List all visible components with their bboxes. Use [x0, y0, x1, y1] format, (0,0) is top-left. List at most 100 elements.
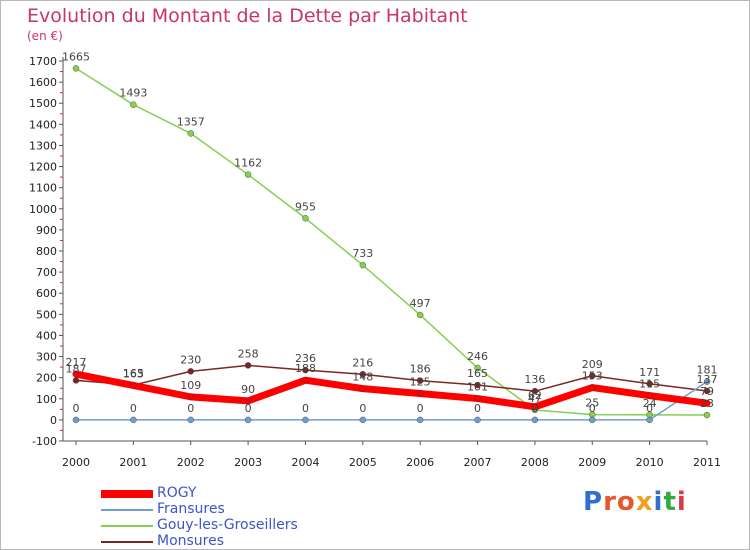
- chart-unit: (en €): [27, 29, 63, 43]
- data-label-monsures: 171: [639, 366, 660, 379]
- data-label-monsures: 165: [123, 367, 144, 380]
- series-line-gouy-les-groseillers: [75, 67, 708, 416]
- point-monsures: [359, 371, 367, 378]
- point-monsures: [703, 387, 711, 395]
- y-tick-label: -100: [32, 435, 57, 448]
- point-fransures: [703, 378, 711, 385]
- point-fransures: [359, 416, 367, 424]
- data-label-fransures: 0: [531, 402, 538, 415]
- point-rogy: [416, 390, 424, 397]
- x-tick-label: 2008: [521, 456, 549, 469]
- data-label-rogy: 163: [123, 367, 144, 380]
- data-label-monsures: 137: [697, 373, 718, 386]
- logo-letter: i: [653, 487, 664, 517]
- point-gouy-les-groseillers: [302, 215, 309, 222]
- point-gouy-les-groseillers: [416, 311, 424, 319]
- data-label-gouy-les-groseillers: 733: [352, 247, 373, 260]
- point-monsures: [416, 377, 424, 384]
- point-fransures: [130, 416, 137, 424]
- y-tick-label: 800: [36, 245, 57, 258]
- point-fransures: [244, 416, 252, 424]
- point-monsures: [244, 362, 252, 369]
- data-label-fransures: 0: [130, 402, 137, 415]
- data-label-monsures: 165: [467, 367, 488, 380]
- y-tick-label: 1700: [29, 55, 57, 68]
- chart-title: Evolution du Montant de la Dette par Hab…: [27, 5, 468, 27]
- data-label-gouy-les-groseillers: 1357: [177, 115, 205, 128]
- data-label-gouy-les-groseillers: 23: [700, 397, 714, 410]
- y-tick-label: 0: [50, 414, 57, 427]
- point-monsures: [474, 381, 481, 389]
- y-tick-label: 1600: [29, 76, 57, 89]
- x-tick-label: 2003: [234, 456, 262, 469]
- point-gouy-les-groseillers: [187, 130, 194, 137]
- point-gouy-les-groseillers: [244, 171, 252, 178]
- data-label-fransures: 0: [187, 402, 194, 415]
- data-label-rogy: 125: [410, 376, 431, 389]
- data-label-rogy: 90: [241, 383, 255, 396]
- data-label-rogy: 62: [528, 389, 542, 402]
- legend-label: Fransures: [157, 501, 225, 517]
- x-tick-label: 2007: [464, 456, 492, 469]
- logo-letter: t: [663, 487, 677, 517]
- data-label-monsures: 187: [66, 362, 87, 375]
- data-label-rogy: 79: [700, 385, 714, 398]
- y-tick-label: 900: [36, 224, 57, 237]
- data-label-fransures: 0: [359, 402, 366, 415]
- data-label-fransures: 0: [417, 402, 424, 415]
- y-tick-label: 500: [36, 308, 57, 321]
- y-tick-label: 600: [36, 287, 57, 300]
- y-tick-label: 1000: [29, 203, 57, 216]
- data-label-fransures: 0: [245, 402, 252, 415]
- point-rogy: [302, 377, 309, 384]
- data-label-gouy-les-groseillers: 25: [585, 397, 599, 410]
- data-label-gouy-les-groseillers: 47: [528, 392, 542, 405]
- data-label-monsures: 236: [295, 352, 316, 365]
- point-fransures: [72, 416, 80, 424]
- series-line-monsures: [75, 364, 708, 392]
- point-rogy: [646, 392, 653, 399]
- data-label-monsures: 186: [410, 363, 431, 376]
- point-rogy: [703, 400, 711, 407]
- x-tick-label: 2005: [349, 456, 377, 469]
- data-label-fransures: 0: [73, 402, 80, 415]
- point-monsures: [589, 372, 596, 379]
- x-tick-label: 2001: [119, 456, 147, 469]
- point-rogy: [72, 370, 80, 378]
- point-rogy: [187, 393, 194, 401]
- data-label-gouy-les-groseillers: 1162: [234, 157, 262, 170]
- legend-swatch: [101, 525, 153, 527]
- data-label-fransures: 0: [474, 402, 481, 415]
- y-tick-label: 1400: [29, 118, 57, 131]
- y-tick-label: 1100: [29, 182, 57, 195]
- point-monsures: [646, 380, 653, 387]
- legend-label: ROGY: [157, 485, 197, 501]
- point-fransures: [416, 416, 424, 424]
- legend-swatch: [101, 509, 153, 511]
- point-rogy: [359, 385, 367, 392]
- data-label-monsures: 258: [238, 347, 259, 360]
- data-label-monsures: 230: [180, 353, 201, 366]
- data-label-rogy: 101: [467, 381, 488, 394]
- data-label-gouy-les-groseillers: 1493: [119, 87, 147, 100]
- data-label-fransures: 0: [589, 402, 596, 415]
- y-tick-label: 1500: [29, 97, 57, 110]
- point-monsures: [72, 377, 80, 384]
- data-label-gouy-les-groseillers: 497: [410, 297, 431, 310]
- data-label-rogy: 109: [180, 379, 201, 392]
- legend-label: Monsures: [157, 533, 225, 549]
- data-label-monsures: 209: [582, 358, 603, 371]
- point-fransures: [302, 416, 309, 424]
- data-label-rogy: 188: [295, 362, 316, 375]
- logo-letter: x: [635, 487, 654, 517]
- y-tick-label: 700: [36, 266, 57, 279]
- point-monsures: [302, 366, 309, 374]
- data-label-fransures: 181: [697, 364, 718, 377]
- data-label-gouy-les-groseillers: 246: [467, 350, 488, 363]
- point-rogy: [589, 384, 596, 391]
- data-label-monsures: 216: [352, 356, 373, 369]
- proxiti-logo: Proxiti: [583, 487, 687, 517]
- point-monsures: [531, 387, 539, 395]
